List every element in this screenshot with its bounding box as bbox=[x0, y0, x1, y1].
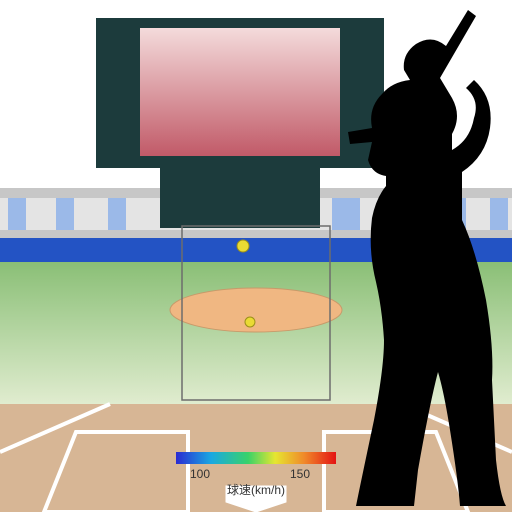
stands-aisle bbox=[8, 198, 26, 230]
scoreboard-screen bbox=[140, 28, 340, 156]
speed-colorbar bbox=[176, 452, 336, 464]
speed-tick: 150 bbox=[290, 467, 310, 481]
stands-aisle bbox=[490, 198, 508, 230]
pitch-marker bbox=[237, 240, 249, 252]
speed-label: 球速(km/h) bbox=[227, 483, 285, 497]
pitch-marker bbox=[245, 317, 255, 327]
pitch-location-chart: 100 150 球速(km/h) bbox=[0, 0, 512, 512]
pitchers-mound bbox=[170, 288, 342, 332]
stands-aisle bbox=[56, 198, 74, 230]
stands-aisle bbox=[332, 198, 360, 230]
stands-aisle bbox=[108, 198, 126, 230]
speed-tick: 100 bbox=[190, 467, 210, 481]
scoreboard-neck bbox=[160, 168, 320, 228]
